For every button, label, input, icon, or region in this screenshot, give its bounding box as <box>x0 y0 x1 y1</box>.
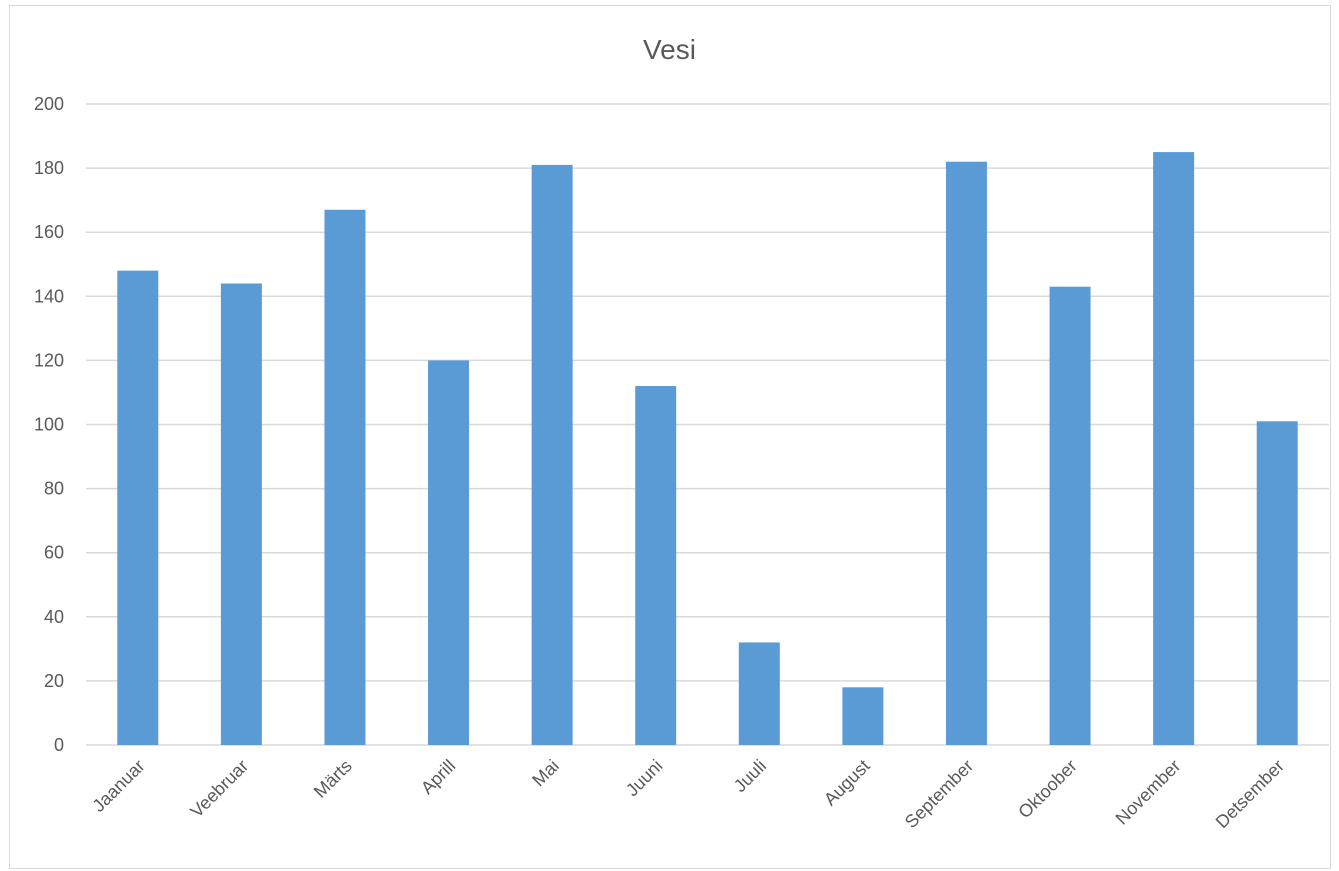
x-tick-label: September <box>901 756 977 832</box>
y-axis-tick-labels: 0 20 40 60 80 100 120 140 160 180 200 <box>34 94 64 755</box>
x-tick-label: November <box>1112 756 1185 829</box>
x-tick-label: Jaanuar <box>88 756 148 816</box>
y-tick-label: 160 <box>34 222 64 242</box>
bar-oktoober <box>1049 286 1091 745</box>
x-tick-label: August <box>820 756 874 810</box>
bar-juuni <box>635 386 677 745</box>
x-tick-label: Veebruar <box>186 756 252 822</box>
x-tick-label: Aprill <box>417 756 459 798</box>
bar-jaanuar <box>117 270 159 745</box>
x-tick-label: Juuni <box>622 756 667 801</box>
y-tick-label: 120 <box>34 350 64 370</box>
x-tick-label: Mai <box>528 756 563 791</box>
y-tick-label: 40 <box>44 607 64 627</box>
y-tick-label: 20 <box>44 671 64 691</box>
x-tick-label: Märts <box>310 756 356 802</box>
y-tick-label: 200 <box>34 94 64 114</box>
y-tick-label: 180 <box>34 158 64 178</box>
bar-detsember <box>1256 421 1298 745</box>
x-tick-label: Oktoober <box>1014 756 1081 823</box>
y-tick-label: 0 <box>54 735 64 755</box>
y-tick-label: 80 <box>44 479 64 499</box>
bar-september <box>945 161 987 745</box>
bar-november <box>1153 152 1195 745</box>
bars <box>117 152 1298 745</box>
bar-juuli <box>738 642 780 745</box>
x-tick-label: Juuli <box>730 756 770 796</box>
bar-august <box>842 687 884 745</box>
bar-aprill <box>428 360 470 745</box>
x-axis-tick-labels: Jaanuar Veebruar Märts Aprill Mai Juuni Juuli A… <box>88 756 1288 832</box>
x-tick-label: Detsember <box>1212 756 1288 832</box>
gridlines <box>86 103 1329 746</box>
y-tick-label: 140 <box>34 286 64 306</box>
chart-title: Vesi <box>643 34 696 65</box>
y-tick-label: 100 <box>34 415 64 435</box>
bar-märts <box>324 209 366 745</box>
bar-veebruar <box>220 283 262 745</box>
y-tick-label: 60 <box>44 543 64 563</box>
bar-mai <box>531 164 573 745</box>
